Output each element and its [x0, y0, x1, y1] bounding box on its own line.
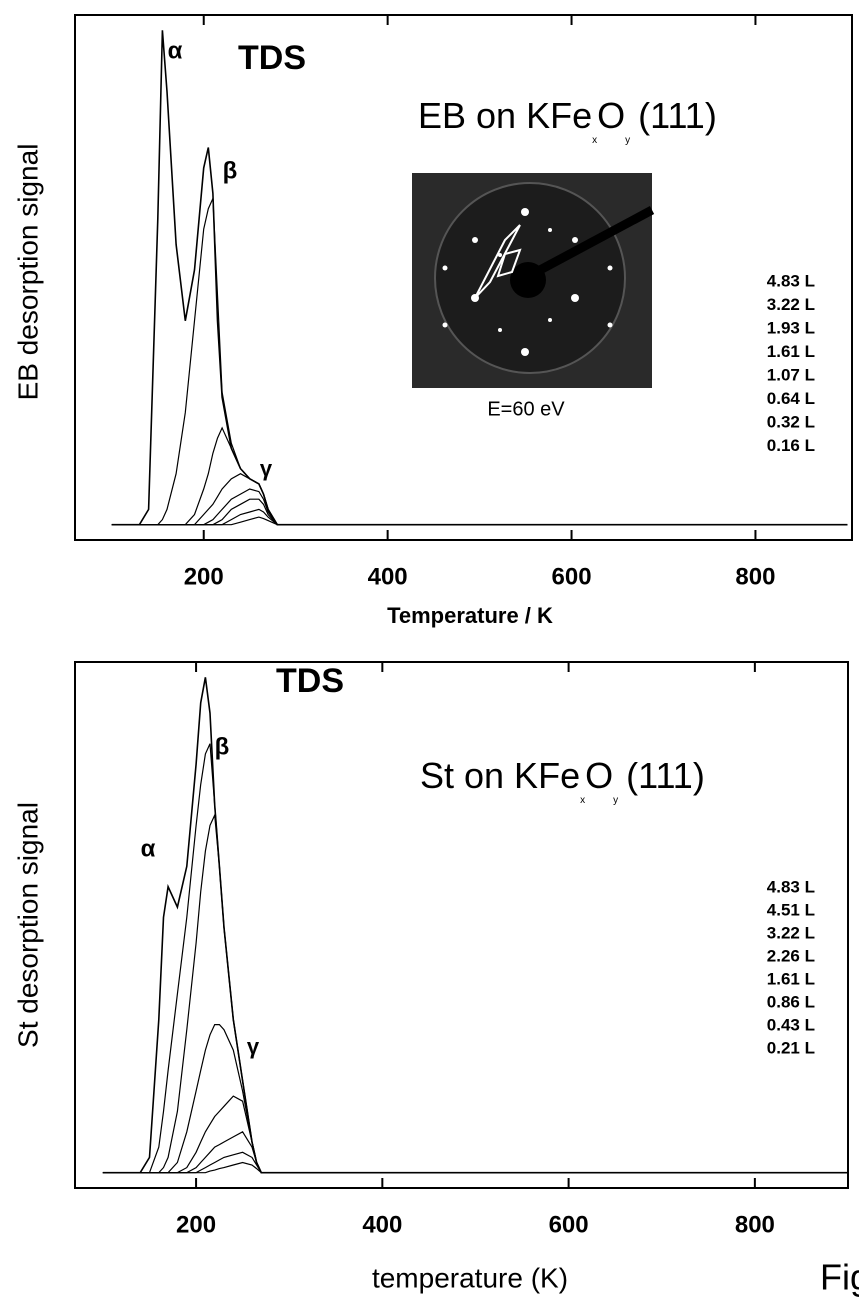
x-axis-label: temperature (K) [372, 1262, 568, 1293]
tds-label: TDS [238, 39, 306, 77]
title-part: EB on KFe [418, 95, 592, 136]
peak-label: β [223, 157, 238, 184]
title-subscript: x [580, 795, 585, 806]
peak-label: α [168, 37, 183, 64]
legend-label: 0.43 L [767, 1015, 815, 1034]
peak-label: α [141, 835, 156, 862]
title-subscript: y [625, 135, 630, 146]
inset-holder [537, 206, 655, 274]
title-subscript: x [592, 135, 597, 146]
series-line [111, 516, 848, 526]
title-part: (111) [638, 95, 717, 136]
legend-label: 2.26 L [767, 946, 815, 965]
legend-label: 1.61 L [767, 969, 815, 988]
peak-label: γ [260, 456, 273, 481]
x-tick-label: 400 [362, 1211, 402, 1238]
x-tick-label: 800 [735, 563, 775, 590]
figure-label: Fig. 11 [820, 1257, 859, 1298]
y-axis-label: EB desorption signal [12, 144, 43, 401]
inset-caption: E=60 eV [487, 398, 565, 420]
legend-label: 1.61 L [767, 342, 815, 361]
x-tick-label: 200 [176, 1211, 216, 1238]
series-line [102, 1161, 848, 1174]
inset-shadow [510, 262, 546, 298]
legend-label: 4.83 L [767, 877, 815, 896]
peak-label: γ [247, 1034, 260, 1059]
title-subscript: y [613, 795, 618, 806]
legend-label: 1.93 L [767, 318, 815, 337]
x-tick-label: 600 [552, 563, 592, 590]
plot-frame [74, 14, 853, 541]
chart-title: St on KFexOy (111) [420, 755, 705, 806]
x-tick-label: 200 [184, 563, 224, 590]
chart-title: EB on KFexOy (111) [418, 95, 717, 146]
x-tick-label: 400 [368, 563, 408, 590]
tds-label: TDS [276, 662, 344, 700]
peak-label: β [215, 733, 230, 760]
legend-label: 4.51 L [767, 900, 815, 919]
title-part: St on KFe [420, 755, 580, 796]
plot-frame [74, 661, 849, 1189]
inset-cell-small [496, 248, 522, 278]
y-axis-label: St desorption signal [12, 802, 43, 1048]
legend-label: 0.32 L [767, 412, 815, 431]
legend-label: 3.22 L [767, 923, 815, 942]
legend-label: 3.22 L [767, 295, 815, 314]
x-tick-label: 600 [549, 1211, 589, 1238]
legend-label: 0.64 L [767, 389, 815, 408]
leed-inset [412, 173, 655, 388]
legend-label: 4.83 L [767, 271, 815, 290]
legend-label: 0.86 L [767, 992, 815, 1011]
legend-label: 0.21 L [767, 1038, 815, 1057]
title-part: (111) [626, 755, 705, 796]
title-part: O [597, 95, 625, 136]
inset-cell [474, 224, 521, 299]
legend-label: 1.07 L [767, 365, 815, 384]
title-part: O [585, 755, 613, 796]
x-axis-label: Temperature / K [387, 603, 553, 628]
x-tick-label: 800 [735, 1211, 775, 1238]
legend-label: 0.16 L [767, 436, 815, 455]
